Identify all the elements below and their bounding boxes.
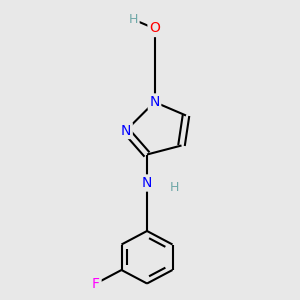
Text: N: N — [142, 176, 152, 190]
Text: F: F — [92, 277, 100, 290]
Text: H: H — [129, 13, 138, 26]
Text: N: N — [149, 95, 160, 109]
Text: N: N — [121, 124, 131, 137]
Text: O: O — [149, 22, 160, 35]
Text: H: H — [169, 181, 179, 194]
